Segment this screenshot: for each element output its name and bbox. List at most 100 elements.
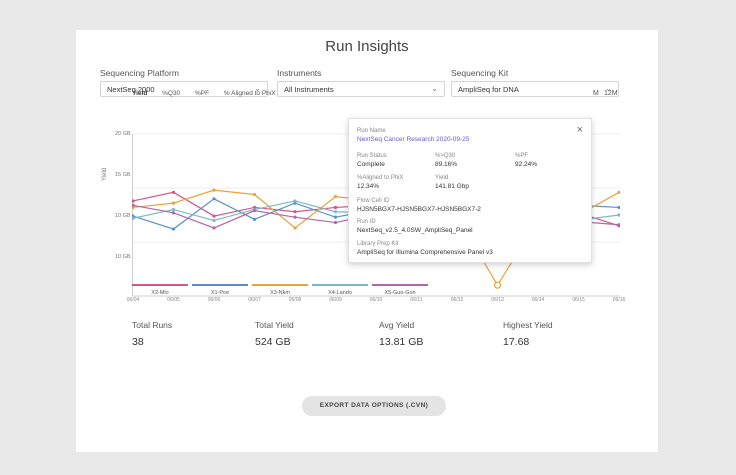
- legend-x3-nkm[interactable]: X3-Nkm: [252, 284, 308, 296]
- export-data-button[interactable]: EXPORT DATA OPTIONS (.CVN): [302, 396, 446, 416]
- aligned-label: %Aligned to PhiX: [357, 175, 404, 181]
- q30-label: %>Q30: [435, 153, 456, 159]
- data-point[interactable]: [252, 209, 257, 213]
- data-point[interactable]: [293, 226, 297, 230]
- stat-value: 17.68: [503, 336, 530, 348]
- x-tick-label: 06/13: [491, 297, 504, 303]
- data-point[interactable]: [333, 210, 338, 214]
- stat-highest-yield: Highest Yield 17.68: [503, 320, 553, 348]
- data-point[interactable]: [212, 214, 216, 218]
- data-point[interactable]: [333, 215, 338, 219]
- runid-value: NextSeq_v2.5_4.0SW_AmpliSeq_Panel: [357, 227, 473, 234]
- legend-swatch: [312, 284, 368, 286]
- data-point[interactable]: [171, 227, 176, 231]
- data-point[interactable]: [132, 203, 135, 207]
- legend-x4-lando[interactable]: X4-Lando: [312, 284, 368, 296]
- platform-select-value: NextSeq 2000: [107, 85, 155, 94]
- instruments-select-value: All Instruments: [284, 85, 334, 94]
- selected-data-point[interactable]: [493, 281, 502, 289]
- stat-total-runs: Total Runs 38: [132, 320, 172, 348]
- x-tick-label: 06/12: [450, 297, 464, 303]
- data-point[interactable]: [252, 217, 257, 221]
- y-axis-label: Yield: [102, 167, 108, 181]
- data-point[interactable]: [617, 190, 620, 194]
- x-tick-label: 06/14: [531, 297, 545, 303]
- x-tick-label: 06/16: [612, 297, 626, 303]
- data-point[interactable]: [617, 223, 620, 227]
- data-point[interactable]: [617, 213, 620, 217]
- page-title: Run Insights: [325, 38, 409, 55]
- data-point[interactable]: [171, 201, 176, 205]
- legend-swatch: [372, 284, 428, 286]
- data-point[interactable]: [132, 216, 135, 220]
- legend-x1-poe[interactable]: X1-Poe: [192, 284, 248, 296]
- chevron-down-icon: ⌄: [431, 84, 438, 93]
- data-point[interactable]: [171, 190, 176, 194]
- legend-swatch: [132, 284, 188, 286]
- data-point[interactable]: [212, 218, 216, 222]
- stat-label: Avg Yield: [379, 320, 415, 330]
- runid-label: Run ID: [357, 219, 376, 225]
- kit-label: Sequencing Kit: [451, 68, 509, 78]
- x-tick-label: 06/10: [369, 297, 383, 303]
- x-tick-label: 06/06: [207, 297, 221, 303]
- platform-label: Sequencing Platform: [100, 68, 179, 78]
- tab-pf[interactable]: %PF: [195, 90, 210, 97]
- platform-select[interactable]: NextSeq 2000 ⌄: [100, 81, 268, 97]
- kit-select[interactable]: AmpliSeq for DNA ⌄: [451, 81, 619, 97]
- chevron-down-icon: ⌄: [605, 84, 612, 93]
- tab-yield[interactable]: Yield: [132, 90, 148, 97]
- legend-label: X3-Nkm: [270, 290, 290, 296]
- pf-value: 92.24%: [515, 161, 538, 168]
- range-12m[interactable]: 12M: [604, 90, 618, 97]
- legend-x5-guo-gon[interactable]: X5-Guo-Gon: [372, 284, 428, 296]
- data-point[interactable]: [212, 197, 216, 201]
- run-status-label: Run Status: [357, 153, 387, 159]
- y-tick: 10 GB: [115, 254, 131, 260]
- data-point[interactable]: [132, 199, 135, 203]
- stat-value: 13.81 GB: [379, 336, 424, 348]
- yield-label: Yield: [435, 175, 449, 181]
- kit-select-value: AmpliSeq for DNA: [458, 85, 519, 94]
- stat-value: 38: [132, 336, 144, 348]
- x-tick-label: 06/11: [410, 297, 423, 303]
- data-point[interactable]: [333, 205, 338, 210]
- run-details-popup: × Run Name NextSeq Cancer Research 2020-…: [348, 118, 592, 263]
- data-point[interactable]: [212, 226, 216, 230]
- y-tick: 20 GB: [115, 131, 131, 137]
- data-point[interactable]: [252, 192, 257, 197]
- data-point[interactable]: [212, 188, 216, 192]
- instruments-select[interactable]: All Instruments ⌄: [277, 81, 445, 97]
- stat-label: Total Yield: [255, 320, 294, 330]
- legend-x2-mio[interactable]: X2-Mio: [132, 284, 188, 296]
- chevron-down-icon: ⌄: [254, 84, 261, 93]
- data-point[interactable]: [293, 199, 297, 203]
- data-point[interactable]: [171, 208, 176, 212]
- yield-value: 141.81 Gbp: [435, 183, 469, 190]
- range-m[interactable]: M: [593, 90, 599, 97]
- tab-aligned-phix[interactable]: % Aligned to PhiX: [223, 90, 276, 97]
- stat-label: Highest Yield: [503, 320, 553, 330]
- run-name-link[interactable]: NextSeq Cancer Research 2020-09-25: [357, 136, 470, 143]
- data-point[interactable]: [333, 220, 338, 225]
- x-tick-label: 06/05: [167, 297, 180, 303]
- tab-q30[interactable]: %Q30: [162, 90, 181, 97]
- data-point[interactable]: [293, 215, 297, 219]
- legend-swatch: [252, 284, 308, 286]
- metric-tabs: Yield %Q30 %PF % Aligned to PhiX: [132, 90, 289, 97]
- data-point[interactable]: [171, 211, 176, 215]
- aligned-value: 12.34%: [357, 183, 380, 190]
- run-name-label: Run Name: [357, 128, 386, 134]
- flowcell-label: Flow Cell ID: [357, 198, 390, 204]
- flowcell-value: HJSN5BGX7-HJSN5BGX7-HJSN5BGX7-2: [357, 206, 481, 213]
- y-tick: 15 GB: [115, 172, 131, 178]
- data-point[interactable]: [333, 195, 338, 199]
- x-tick-label: 06/08: [288, 297, 302, 303]
- q30-value: 89.16%: [435, 161, 458, 168]
- data-point[interactable]: [617, 205, 620, 210]
- legend-swatch: [192, 284, 248, 286]
- legend-label: X4-Lando: [328, 290, 352, 296]
- data-point[interactable]: [293, 210, 297, 214]
- stat-total-yield: Total Yield 524 GB: [255, 320, 294, 348]
- close-icon[interactable]: ×: [576, 124, 583, 136]
